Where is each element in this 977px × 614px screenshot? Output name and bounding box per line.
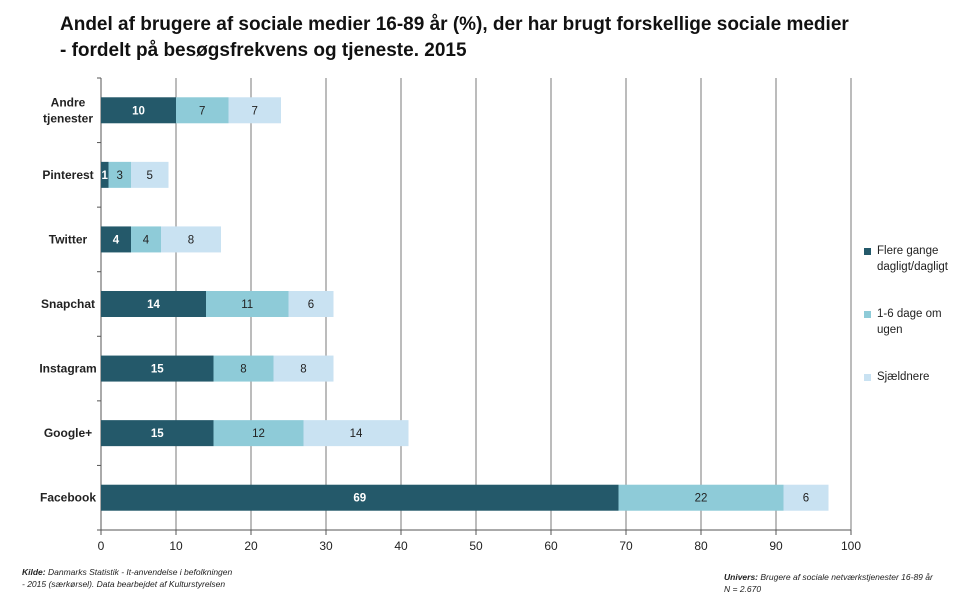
data-label-andre-tjenester-series-2: 7	[252, 105, 258, 117]
y-category-label-andre-tjenester: Andre tjenester	[43, 95, 93, 125]
bar-twitter-series-1	[131, 226, 161, 253]
legend-label-weekly-line-2: ugen	[877, 324, 903, 336]
y-category-label-line: Twitter	[49, 232, 88, 246]
data-label-facebook-series-2: 6	[803, 493, 809, 505]
y-category-label-line: Pinterest	[42, 168, 93, 182]
legend-label-rarely-line-1: Sjældnere	[877, 371, 930, 383]
data-label-snapchat-series-1: 11	[241, 299, 253, 311]
bar-andre-tjenester-series-0	[101, 97, 176, 124]
x-tick-label-60: 60	[544, 539, 558, 553]
y-category-label-line: Snapchat	[41, 297, 95, 311]
universe-footnote: Univers: Brugere af sociale netværkstjen…	[724, 571, 974, 595]
legend-label-daily-line-2: dagligt/dagligt	[877, 261, 948, 273]
bar-snapchat-series-2	[288, 291, 334, 317]
universe-text: Brugere af sociale netværkstjenester 16-…	[758, 572, 933, 582]
legend-label-rarely: Sjældnere	[877, 369, 929, 385]
x-tick-label-20: 20	[244, 539, 258, 553]
data-label-facebook-series-1: 22	[695, 493, 708, 505]
y-category-label-instagram: Instagram	[39, 362, 96, 376]
legend-swatch-weekly	[864, 311, 871, 318]
y-category-label-line: Andre	[51, 95, 86, 109]
legend-label-weekly-line-1: 1-6 dage om	[877, 308, 942, 320]
bar-google-series-2	[303, 420, 409, 447]
data-label-andre-tjenester-series-0: 10	[132, 105, 145, 117]
bar-instagram-series-2	[273, 355, 334, 382]
bar-pinterest-series-1	[108, 161, 131, 188]
x-tick-label-0: 0	[98, 539, 105, 553]
data-label-pinterest-series-0: 1	[102, 170, 109, 182]
bar-snapchat-series-0	[101, 291, 206, 317]
bar-google-series-0	[101, 420, 214, 447]
data-label-twitter-series-1: 4	[143, 234, 150, 246]
y-category-label-line: Instagram	[39, 362, 96, 376]
legend-swatch-rarely	[864, 374, 871, 381]
bar-andre-tjenester-series-2	[228, 97, 281, 124]
chart-title-line-2: - fordelt på besøgsfrekvens og tjeneste.…	[60, 40, 467, 61]
x-tick-label-50: 50	[469, 539, 483, 553]
source-text-line-1: Danmarks Statistik - It-anvendelse i bef…	[45, 567, 233, 577]
x-tick-label-70: 70	[619, 539, 633, 553]
legend-swatch-daily	[864, 248, 871, 255]
bar-google-series-1	[213, 420, 304, 447]
bar-facebook-series-1	[618, 484, 784, 511]
legend-label-daily-line-1: Flere gange	[877, 245, 939, 257]
y-category-label-pinterest: Pinterest	[42, 168, 93, 182]
y-category-label-snapchat: Snapchat	[41, 297, 95, 311]
data-label-facebook-series-0: 69	[353, 493, 366, 505]
data-label-twitter-series-2: 8	[188, 234, 194, 246]
chart-title-line-1: Andel af brugere af sociale medier 16-89…	[60, 14, 849, 35]
data-label-snapchat-series-0: 14	[147, 299, 160, 311]
data-label-pinterest-series-1: 3	[117, 170, 123, 182]
data-label-instagram-series-1: 8	[240, 364, 246, 376]
data-label-andre-tjenester-series-1: 7	[199, 105, 205, 117]
legend-item-rarely: Sjældnere	[864, 369, 974, 385]
data-label-pinterest-series-2: 5	[147, 170, 153, 182]
y-category-label-google: Google+	[44, 426, 92, 440]
source-footnote: Kilde: Danmarks Statistik - It-anvendels…	[22, 566, 282, 590]
y-category-label-facebook: Facebook	[40, 491, 96, 505]
bar-facebook-series-0	[101, 484, 619, 511]
data-label-instagram-series-0: 15	[151, 364, 164, 376]
sample-size-text: N = 2.670	[724, 584, 762, 594]
legend-label-daily: Flere gange dagligt/dagligt	[877, 243, 948, 275]
y-category-label-twitter: Twitter	[49, 232, 88, 246]
x-tick-label-10: 10	[169, 539, 183, 553]
bar-twitter-series-0	[101, 226, 131, 253]
data-label-twitter-series-0: 4	[113, 234, 120, 246]
legend-item-weekly: 1-6 dage om ugen	[864, 306, 974, 338]
data-label-snapchat-series-2: 6	[308, 299, 314, 311]
bar-snapchat-series-1	[206, 291, 289, 317]
bar-instagram-series-0	[101, 355, 214, 382]
y-category-label-line: tjenester	[43, 111, 93, 125]
bar-andre-tjenester-series-1	[176, 97, 229, 124]
data-label-google-series-0: 15	[151, 428, 164, 440]
x-tick-label-90: 90	[769, 539, 783, 553]
bar-pinterest-series-2	[131, 161, 169, 188]
source-text-line-2: - 2015 (særkørsel). Data bearbejdet af K…	[22, 579, 226, 589]
chart-title: Andel af brugere af sociale medier 16-89…	[60, 12, 940, 64]
y-category-label-line: Facebook	[40, 491, 96, 505]
bar-pinterest-series-0	[101, 161, 109, 188]
legend-label-weekly: 1-6 dage om ugen	[877, 306, 942, 338]
data-label-instagram-series-2: 8	[300, 364, 306, 376]
data-label-google-series-1: 12	[252, 428, 265, 440]
x-tick-label-30: 30	[319, 539, 333, 553]
data-label-google-series-2: 14	[350, 428, 363, 440]
x-tick-label-100: 100	[841, 539, 861, 553]
bar-instagram-series-1	[213, 355, 274, 382]
universe-label: Univers:	[724, 572, 759, 582]
y-category-label-line: Google+	[44, 426, 92, 440]
bar-facebook-series-2	[783, 484, 829, 511]
x-tick-label-80: 80	[694, 539, 708, 553]
bar-twitter-series-2	[161, 226, 221, 253]
x-tick-label-40: 40	[394, 539, 408, 553]
legend-item-daily: Flere gange dagligt/dagligt	[864, 243, 974, 275]
source-label: Kilde:	[22, 567, 46, 577]
